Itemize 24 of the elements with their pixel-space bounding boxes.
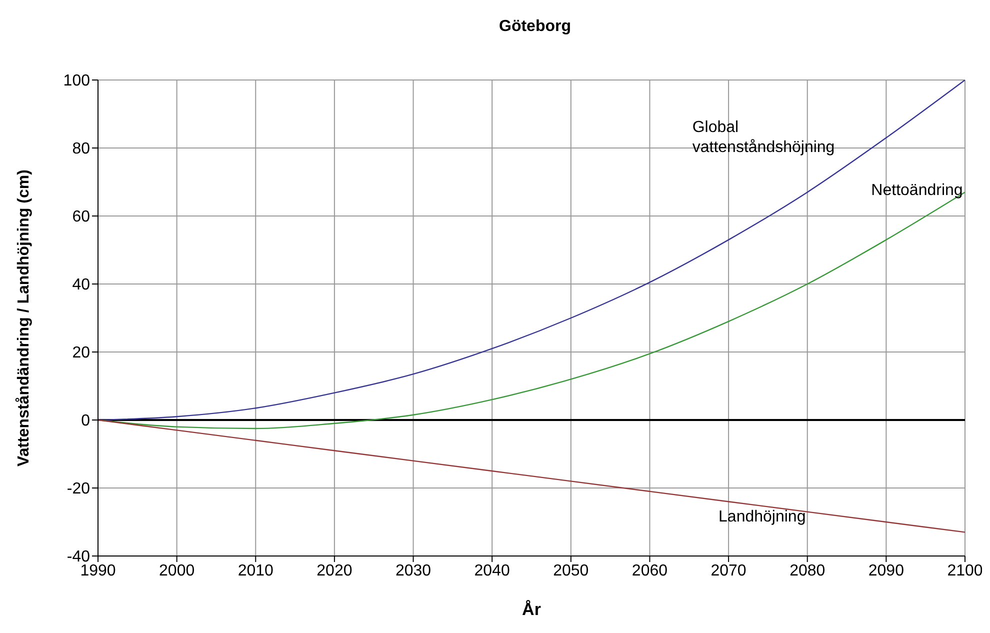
x-tick-label: 2040: [474, 562, 510, 580]
series-label: Nettoändring: [871, 182, 963, 199]
y-tick-label: 80: [72, 140, 90, 158]
x-tick-label: 2020: [316, 562, 352, 580]
x-tick-label: 2010: [238, 562, 274, 580]
x-tick-label: 2080: [790, 562, 826, 580]
y-tick-label: 0: [81, 412, 90, 430]
x-tick-label: 2000: [159, 562, 195, 580]
series-label: Landhöjning: [718, 508, 806, 526]
chart-title: Göteborg: [498, 18, 572, 35]
x-tick-label: 2060: [632, 562, 668, 580]
x-tick-label: 2100: [947, 562, 983, 580]
y-tick-label: 20: [72, 344, 90, 362]
x-axis-title: År: [522, 600, 542, 619]
y-tick-label: 60: [72, 208, 90, 226]
y-axis-title: Vattenståndändring / Landhöjning (cm): [14, 170, 33, 466]
x-tick-label: 2070: [710, 562, 746, 580]
series-label: Global vattenståndshöjning: [692, 119, 835, 156]
y-tick-label: 40: [72, 276, 90, 294]
x-tick-label: 2090: [868, 562, 904, 580]
x-tick-label: 2030: [395, 562, 432, 580]
y-tick-label: -20: [66, 480, 90, 498]
x-tick-label: 2050: [553, 562, 589, 580]
y-tick-label: 100: [63, 72, 90, 90]
